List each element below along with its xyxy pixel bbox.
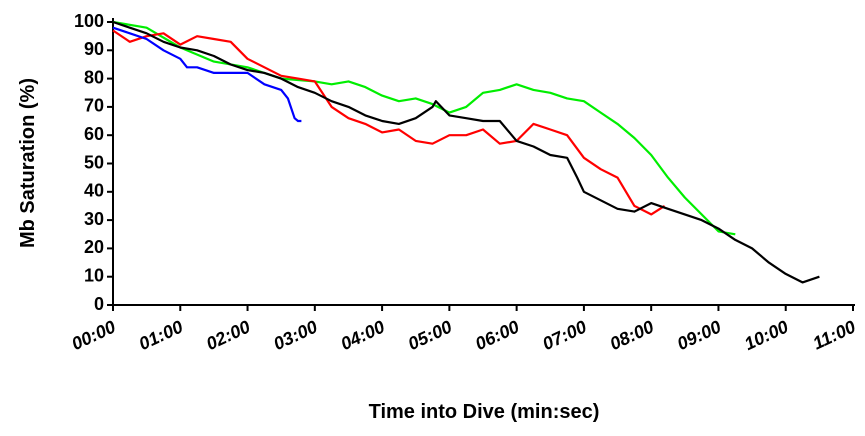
y-tick-label: 0 [94, 294, 104, 314]
x-tick-label: 11:00 [810, 316, 859, 353]
y-tick-label: 10 [84, 265, 104, 285]
y-tick-label: 100 [74, 11, 104, 31]
y-tick-label: 20 [84, 237, 104, 257]
y-tick-label: 70 [84, 96, 104, 116]
x-tick-label: 09:00 [674, 316, 724, 354]
x-tick-label: 10:00 [741, 316, 791, 354]
x-tick-label: 06:00 [472, 316, 522, 354]
x-tick-label: 01:00 [136, 316, 186, 354]
data-line [112, 26, 302, 123]
x-tick-label: 04:00 [338, 316, 388, 354]
y-tick-label: 80 [84, 67, 104, 87]
x-axis-label: Time into Dive (min:sec) [369, 401, 600, 423]
x-tick-label: 03:00 [270, 316, 320, 354]
x-tick-label: 08:00 [607, 316, 657, 354]
data-line [112, 29, 666, 216]
data-line [112, 20, 736, 236]
x-tick-label: 05:00 [405, 316, 455, 354]
x-tick-label: 02:00 [203, 316, 253, 354]
y-tick-label: 30 [84, 209, 104, 229]
y-tick-label: 40 [84, 181, 104, 201]
data-line [112, 20, 820, 284]
x-tick-label: 00:00 [69, 316, 119, 354]
y-tick-label: 90 [84, 39, 104, 59]
y-tick-label: 60 [84, 124, 104, 144]
x-tick-label: 07:00 [539, 316, 589, 354]
y-axis-label: Mb Saturation (%) [17, 78, 39, 248]
y-tick-label: 50 [84, 152, 104, 172]
